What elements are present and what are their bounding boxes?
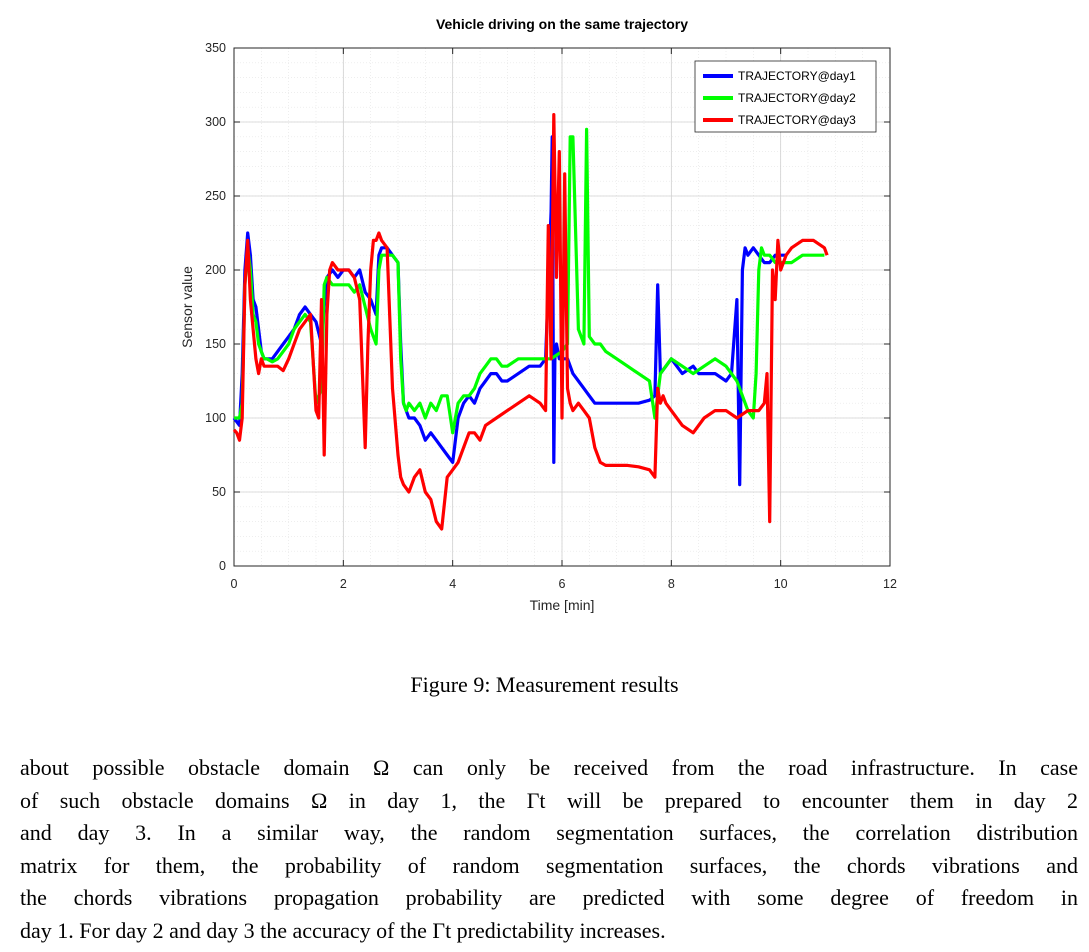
x-tick-label: 10 [774,577,788,591]
paragraph-line: about possible obstacle domain Ω can onl… [20,755,1078,780]
y-tick-label: 0 [219,559,226,573]
paragraph-line: of such obstacle domains Ω in day 1, the… [20,787,1078,813]
x-tick-label: 6 [559,577,566,591]
x-tick-label: 4 [449,577,456,591]
line-chart: Vehicle driving on the same trajectory 0… [179,16,897,613]
legend-label-day2: TRAJECTORY@day2 [738,91,856,105]
body-paragraph: about possible obstacle domain Ω can onl… [20,752,1078,948]
y-tick-label: 200 [205,263,226,277]
series-line-day1 [232,135,787,487]
legend: TRAJECTORY@day1 TRAJECTORY@day2 TRAJECTO… [694,60,877,133]
figure-caption: Figure 9: Measurement results [410,672,679,697]
x-tick-label: 2 [340,577,347,591]
y-tick-label: 100 [205,411,226,425]
chart-title: Vehicle driving on the same trajectory [436,16,688,32]
y-tick-label: 250 [205,189,226,203]
y-tick-label: 300 [205,115,226,129]
x-tick-label: 12 [883,577,897,591]
paragraph-line: the chords vibrations propagation probab… [20,885,1078,911]
x-tick-label: 0 [231,577,238,591]
legend-label-day3: TRAJECTORY@day3 [738,113,856,127]
y-axis-label: Sensor value [179,266,195,348]
series-line-day3 [232,112,829,531]
series-line-day2 [234,127,825,435]
series-layer [232,112,829,531]
x-tick-label: 8 [668,577,675,591]
paragraph-line: day 1. For day 2 and day 3 the accuracy … [20,917,666,943]
paragraph-line: matrix for them, the probability of rand… [20,852,1078,878]
y-tick-label: 350 [205,41,226,55]
y-tick-label: 150 [205,337,226,351]
x-axis-label: Time [min] [530,597,595,613]
paragraph-line: and day 3. In a similar way, the random … [20,820,1078,846]
legend-label-day1: TRAJECTORY@day1 [738,69,856,83]
y-tick-label: 50 [212,485,226,499]
